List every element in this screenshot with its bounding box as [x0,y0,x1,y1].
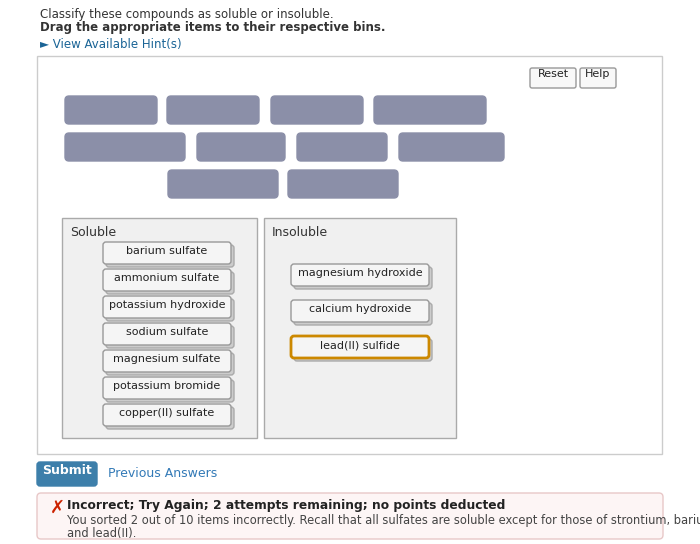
Text: magnesium sulfate: magnesium sulfate [113,354,220,364]
FancyBboxPatch shape [106,380,234,402]
Text: ✗: ✗ [50,499,65,517]
FancyBboxPatch shape [297,133,387,161]
FancyBboxPatch shape [294,303,432,325]
FancyBboxPatch shape [106,245,234,267]
FancyBboxPatch shape [291,336,429,358]
FancyBboxPatch shape [106,299,234,321]
FancyBboxPatch shape [106,326,234,348]
Text: ► View Available Hint(s): ► View Available Hint(s) [40,38,181,51]
Text: sodium sulfate: sodium sulfate [126,327,208,337]
Text: ammonium sulfate: ammonium sulfate [114,273,220,283]
Text: Drag the appropriate items to their respective bins.: Drag the appropriate items to their resp… [40,21,386,34]
Text: calcium hydroxide: calcium hydroxide [309,304,411,314]
Text: Insoluble: Insoluble [272,226,328,239]
Bar [264,218,456,438]
FancyBboxPatch shape [103,296,231,318]
FancyBboxPatch shape [103,404,231,426]
FancyBboxPatch shape [167,96,259,124]
FancyBboxPatch shape [288,170,398,198]
FancyBboxPatch shape [65,96,157,124]
FancyBboxPatch shape [168,170,278,198]
FancyBboxPatch shape [294,339,432,361]
FancyBboxPatch shape [530,68,576,88]
Text: magnesium hydroxide: magnesium hydroxide [298,268,422,278]
Text: You sorted 2 out of 10 items incorrectly. Recall that all sulfates are soluble e: You sorted 2 out of 10 items incorrectly… [67,514,700,527]
FancyBboxPatch shape [399,133,504,161]
Text: potassium hydroxide: potassium hydroxide [108,300,225,310]
FancyBboxPatch shape [106,353,234,375]
FancyBboxPatch shape [65,133,185,161]
Text: Classify these compounds as soluble or insoluble.: Classify these compounds as soluble or i… [40,8,334,21]
Bar [62,218,257,438]
FancyBboxPatch shape [103,350,231,372]
FancyBboxPatch shape [580,68,616,88]
Text: and lead(II).: and lead(II). [67,527,136,540]
Text: Soluble: Soluble [70,226,116,239]
FancyBboxPatch shape [106,407,234,429]
FancyBboxPatch shape [37,493,663,539]
FancyBboxPatch shape [291,264,429,286]
Text: copper(II) sulfate: copper(II) sulfate [120,408,215,418]
FancyBboxPatch shape [197,133,285,161]
FancyBboxPatch shape [291,300,429,322]
Text: potassium bromide: potassium bromide [113,381,220,391]
FancyBboxPatch shape [271,96,363,124]
Text: barium sulfate: barium sulfate [127,246,208,256]
Bar [37,56,662,454]
Text: Help: Help [585,69,610,79]
Text: lead(II) sulfide: lead(II) sulfide [320,340,400,350]
FancyBboxPatch shape [103,377,231,399]
FancyBboxPatch shape [294,267,432,289]
FancyBboxPatch shape [106,272,234,294]
Text: Reset: Reset [538,69,568,79]
FancyBboxPatch shape [37,462,97,486]
Text: Previous Answers: Previous Answers [108,467,217,480]
Text: Submit: Submit [42,464,92,477]
FancyBboxPatch shape [103,323,231,345]
FancyBboxPatch shape [374,96,486,124]
FancyBboxPatch shape [103,269,231,291]
Text: Incorrect; Try Again; 2 attempts remaining; no points deducted: Incorrect; Try Again; 2 attempts remaini… [67,499,505,512]
FancyBboxPatch shape [103,242,231,264]
